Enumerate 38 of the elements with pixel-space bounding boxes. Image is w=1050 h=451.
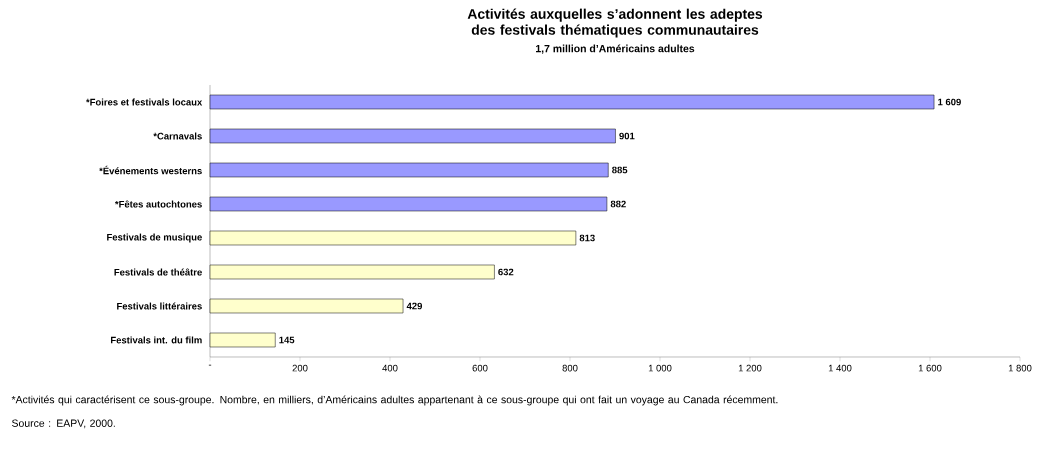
x-tick-label: 800 [562, 364, 578, 372]
y-tick-label: Festivals littéraires [117, 302, 202, 310]
x-tick-label: 200 [292, 364, 308, 372]
data-label: 813 [579, 234, 595, 242]
x-tick-label: 1 200 [738, 364, 762, 372]
y-tick-label: Festivals de musique [107, 233, 202, 243]
y-tick-label: *Événements westerns [99, 165, 202, 175]
source-note: Source : EAPV, 2000. [12, 419, 115, 429]
x-tick-label: 1 000 [648, 364, 672, 372]
bar [209, 94, 935, 110]
bar [209, 230, 577, 246]
bar [209, 162, 609, 178]
data-label: 1 609 [938, 98, 961, 106]
text: *Activités qui caractérisent ce sous-groupe. Nombre, en milliers, d’Américains adultes appartenant à ce sous-groupe qui ont fait un voyage au Canada récemment. [11, 395, 778, 406]
x-tick-label: 1 400 [828, 364, 852, 372]
x-tick-label: 400 [382, 364, 398, 372]
bar [209, 196, 608, 212]
data-label: 882 [610, 200, 626, 208]
y-tick-label: *Carnavals [153, 132, 202, 140]
bar [209, 264, 495, 280]
data-label: 885 [612, 166, 628, 174]
y-tick-label: *Fêtes autochtones [114, 200, 202, 208]
y-tick-label: Festivals de théâtre [114, 268, 202, 276]
chart-subtitle: 1,7 million d’Américains adultes [536, 44, 695, 54]
data-label: 901 [619, 132, 635, 140]
data-label: 145 [279, 336, 295, 344]
y-tick-label: Festivals int. du film [111, 336, 202, 344]
x-tick-label: 1 600 [918, 364, 942, 372]
x-tick-label: 600 [472, 364, 488, 372]
data-label: 632 [498, 268, 514, 276]
x-tick-label: 1 800 [1008, 364, 1032, 372]
bar [209, 128, 616, 144]
bar [209, 332, 276, 348]
x-tick-label: - [208, 364, 212, 366]
chart-title: Activités auxquelles s’adonnent les adeptes des festivals thématiques communautaires [467, 8, 763, 38]
y-tick-label: *Foires et festivals locaux [86, 98, 203, 106]
data-label: 429 [406, 302, 423, 310]
bar [209, 298, 404, 314]
